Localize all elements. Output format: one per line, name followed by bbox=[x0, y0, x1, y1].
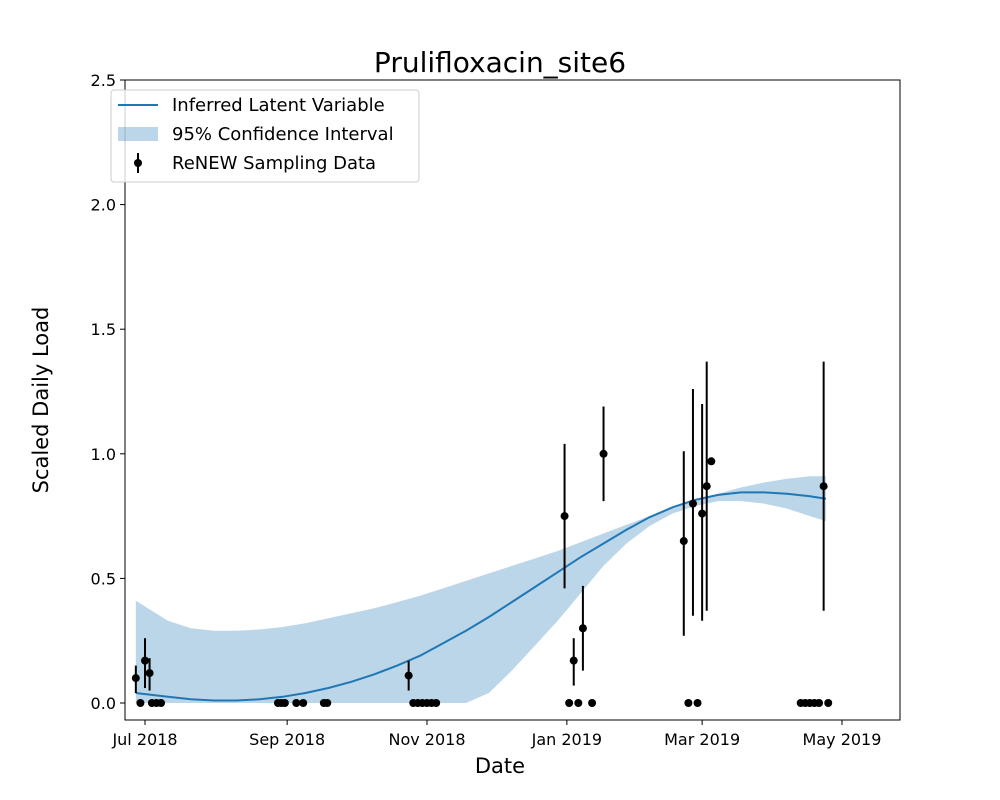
data-marker bbox=[698, 509, 707, 518]
data-point bbox=[702, 361, 711, 611]
y-tick-label: 1.5 bbox=[91, 320, 116, 339]
data-marker bbox=[560, 512, 569, 521]
x-tick-label: Nov 2018 bbox=[388, 730, 465, 749]
data-marker bbox=[707, 457, 716, 466]
data-point bbox=[292, 699, 301, 707]
x-axis-title: Date bbox=[475, 754, 525, 778]
x-tick-label: May 2019 bbox=[803, 730, 882, 749]
data-point bbox=[157, 699, 166, 707]
data-point bbox=[569, 638, 578, 686]
data-point bbox=[824, 699, 833, 707]
data-point bbox=[693, 699, 702, 707]
data-marker bbox=[588, 699, 597, 707]
x-tick-label: Jan 2019 bbox=[531, 730, 602, 749]
data-marker bbox=[141, 656, 149, 665]
y-tick-label: 1.0 bbox=[91, 445, 116, 464]
data-point bbox=[698, 403, 707, 621]
data-point bbox=[707, 457, 716, 466]
data-point bbox=[141, 638, 149, 689]
legend-label-line: Inferred Latent Variable bbox=[172, 95, 385, 116]
data-marker bbox=[574, 699, 583, 707]
legend-label-band: 95% Confidence Interval bbox=[172, 124, 394, 145]
data-marker bbox=[569, 656, 578, 665]
y-axis-title: Scaled Daily Load bbox=[29, 307, 53, 494]
data-point bbox=[432, 699, 441, 707]
data-marker bbox=[578, 624, 587, 633]
data-marker bbox=[292, 699, 301, 707]
data-marker bbox=[404, 671, 413, 680]
plot-area bbox=[131, 361, 833, 707]
latent-line bbox=[135, 491, 827, 702]
data-marker bbox=[565, 699, 574, 707]
data-marker bbox=[136, 699, 145, 707]
data-point bbox=[323, 699, 332, 707]
data-point bbox=[299, 699, 308, 707]
data-marker bbox=[280, 699, 289, 707]
data-marker bbox=[702, 482, 711, 491]
data-point bbox=[588, 699, 597, 707]
data-point bbox=[574, 699, 583, 707]
data-point bbox=[684, 699, 693, 707]
y-tick-label: 2.0 bbox=[91, 196, 116, 215]
data-point bbox=[819, 361, 828, 611]
data-point bbox=[565, 699, 574, 707]
data-marker bbox=[688, 499, 697, 508]
data-marker bbox=[145, 669, 154, 678]
y-tick-label: 0.5 bbox=[91, 569, 116, 588]
data-point bbox=[679, 451, 688, 636]
legend-box bbox=[110, 89, 420, 183]
y-tick-label: 0.0 bbox=[91, 694, 116, 713]
data-point bbox=[131, 665, 140, 694]
data-marker bbox=[815, 699, 824, 707]
data-marker bbox=[131, 674, 140, 683]
data-point bbox=[560, 443, 569, 589]
data-marker bbox=[599, 449, 608, 458]
chart-title: Prulifloxacin_site6 bbox=[374, 46, 626, 79]
x-tick-label: Sep 2018 bbox=[249, 730, 325, 749]
data-point bbox=[280, 699, 289, 707]
data-marker bbox=[819, 482, 828, 491]
confidence-band bbox=[135, 476, 826, 703]
data-marker bbox=[432, 699, 441, 707]
data-marker bbox=[684, 699, 693, 707]
data-point bbox=[145, 658, 154, 691]
x-tick-label: Jul 2018 bbox=[111, 730, 177, 749]
legend-label-points: ReNEW Sampling Data bbox=[172, 153, 376, 174]
data-marker bbox=[693, 699, 702, 707]
legend: Inferred Latent Variable 95% Confidence … bbox=[110, 89, 420, 183]
data-marker bbox=[679, 537, 688, 546]
data-marker bbox=[157, 699, 166, 707]
legend-band-swatch bbox=[118, 127, 158, 141]
data-point bbox=[815, 699, 824, 707]
data-point bbox=[404, 660, 413, 691]
axis-ticks: 0.0 0.5 1.0 1.5 2.0 2.5 Jul 2018 Sep 2018 Nov 20… bbox=[91, 71, 882, 749]
x-tick-label: Mar 2019 bbox=[664, 730, 740, 749]
plot-frame bbox=[124, 79, 901, 721]
data-point bbox=[136, 699, 145, 707]
data-marker bbox=[299, 699, 308, 707]
data-marker bbox=[323, 699, 332, 707]
data-point bbox=[599, 406, 608, 502]
data-point bbox=[578, 585, 587, 671]
data-marker bbox=[824, 699, 833, 707]
data-point bbox=[688, 389, 697, 616]
legend-marker-swatch bbox=[134, 159, 142, 167]
y-tick-label: 2.5 bbox=[91, 71, 116, 90]
